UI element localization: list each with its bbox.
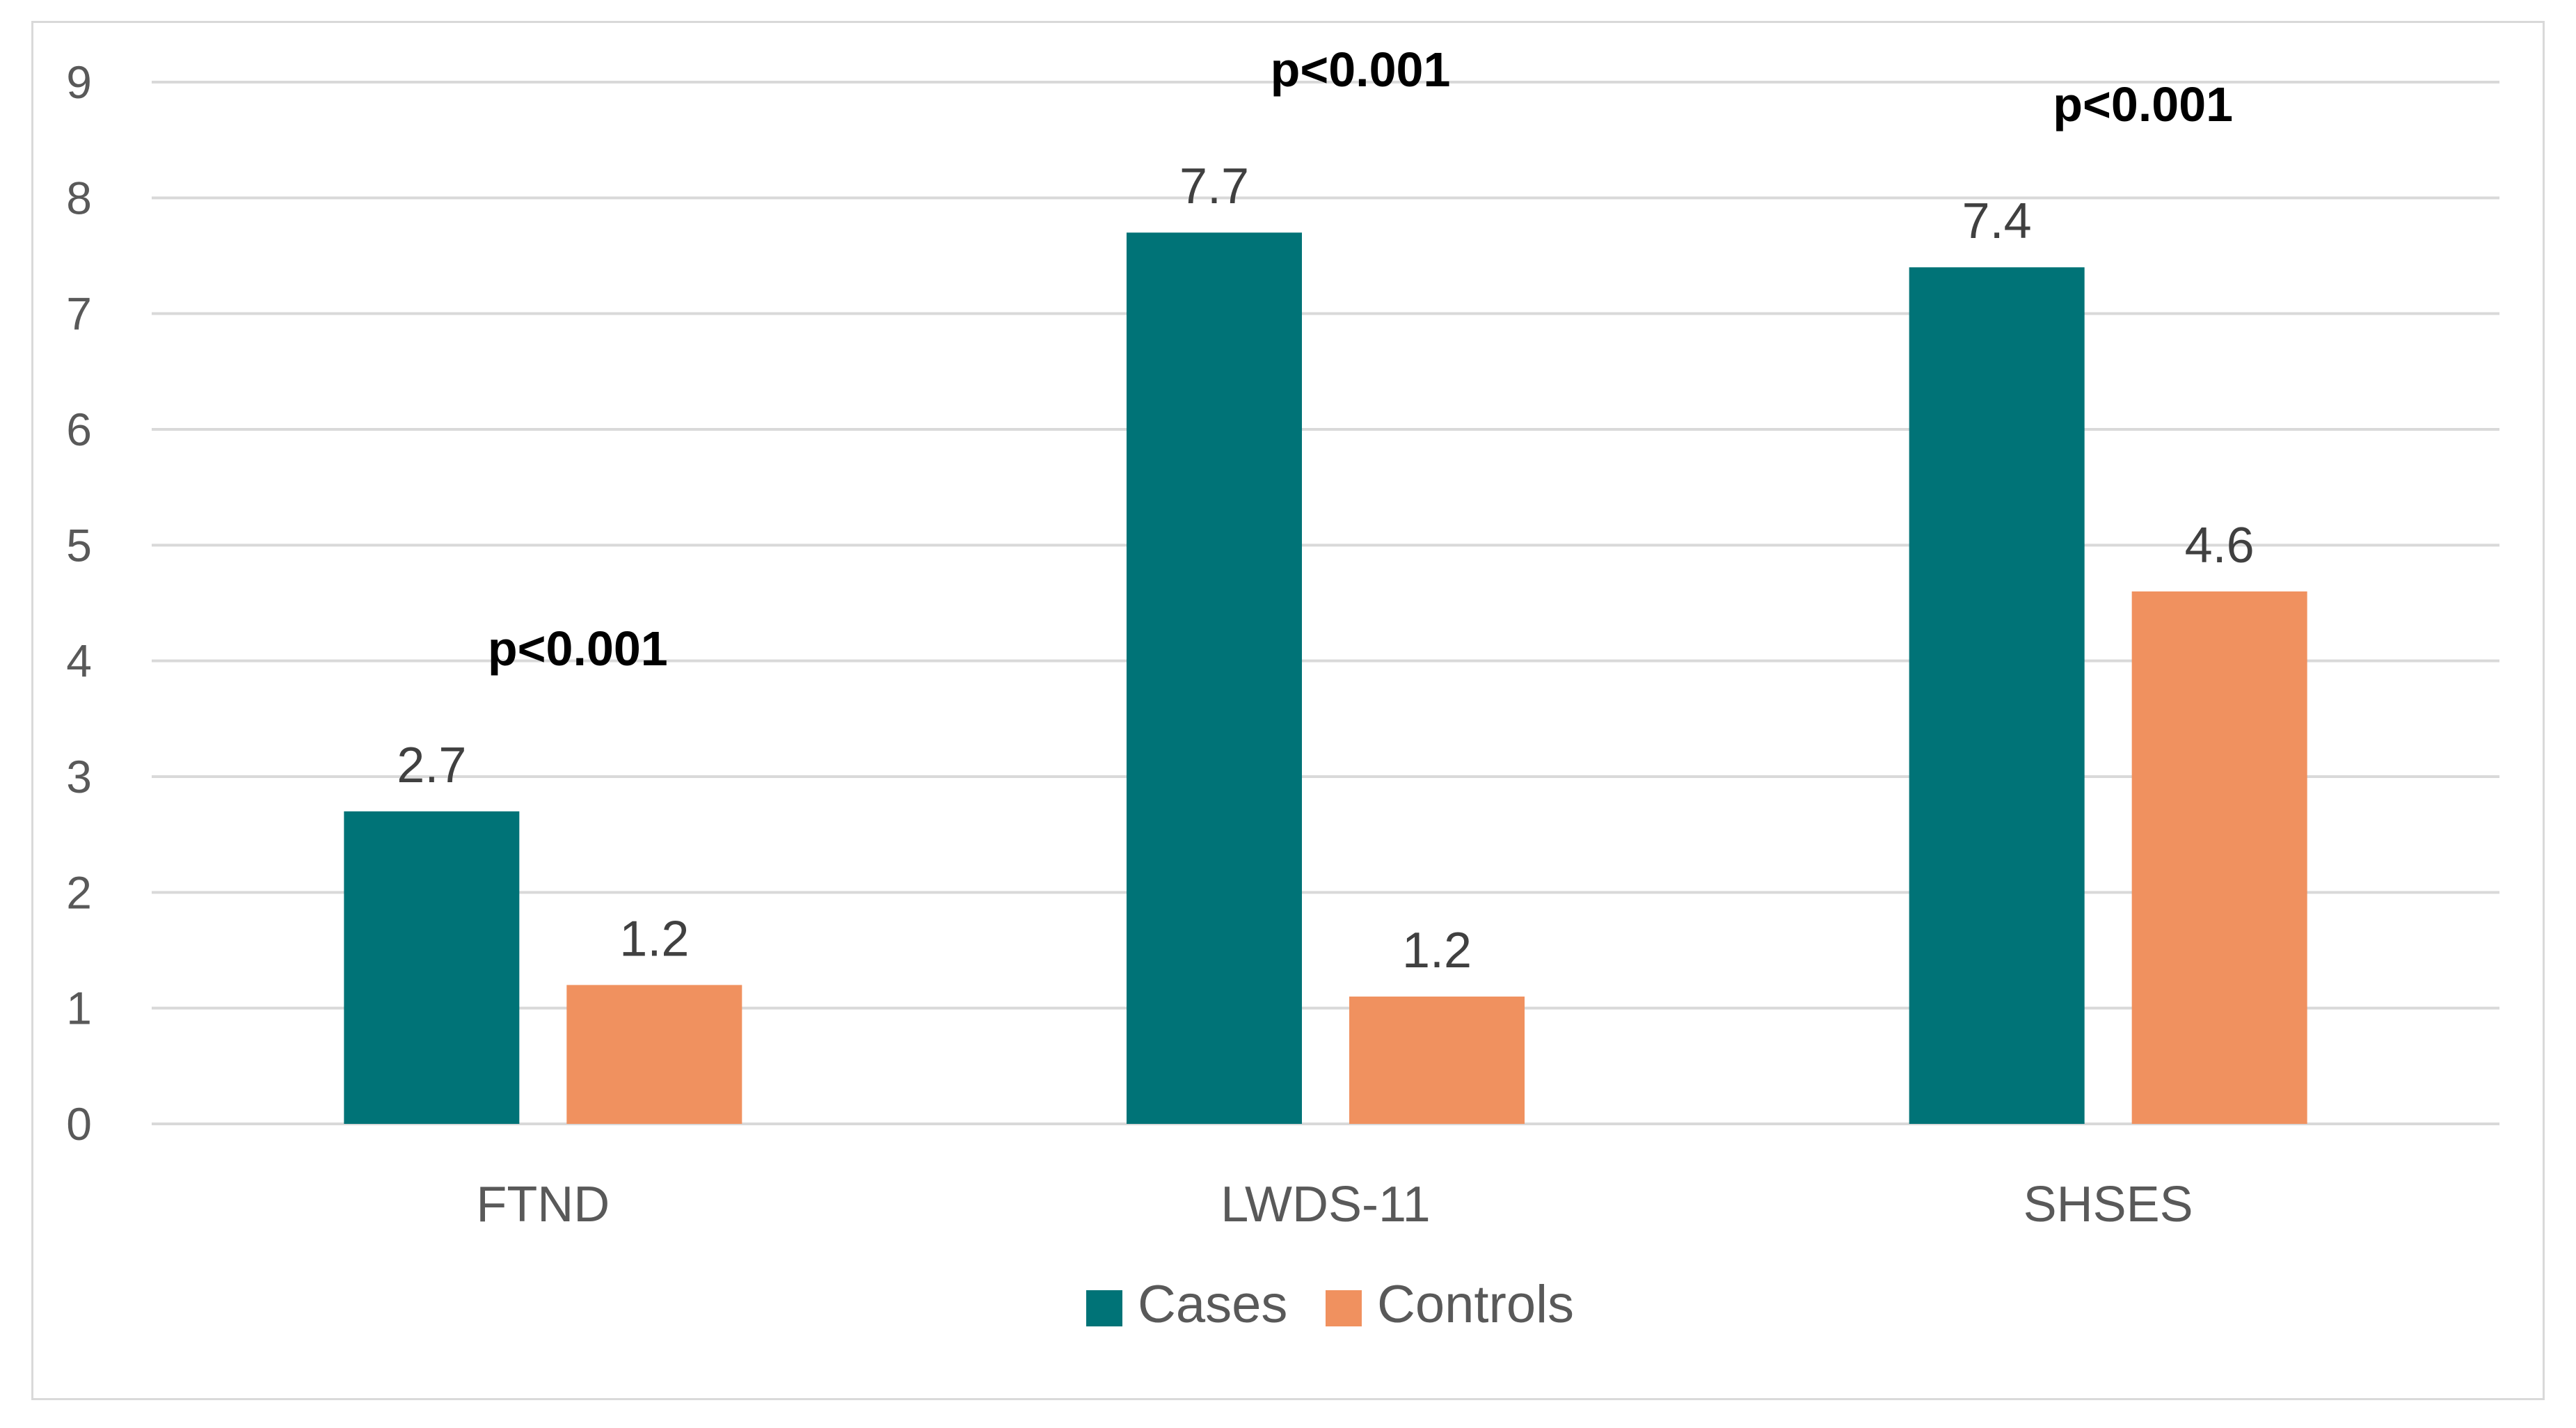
category-label: FTND — [476, 1177, 610, 1232]
data-label: 7.7 — [1179, 159, 1249, 214]
bar-cases-lwds-11 — [1127, 232, 1302, 1124]
y-tick-label: 7 — [66, 288, 92, 340]
category-label: LWDS-11 — [1221, 1177, 1430, 1232]
y-tick-label: 1 — [66, 983, 92, 1034]
data-label: 7.4 — [1962, 193, 2032, 249]
p-value-annotation: p<0.001 — [2053, 77, 2233, 132]
bar-controls-shses — [2131, 591, 2307, 1124]
data-label: 2.7 — [397, 738, 466, 793]
p-value-annotation: p<0.001 — [488, 621, 668, 676]
data-label: 1.2 — [619, 911, 689, 967]
legend-label-controls: Controls — [1377, 1275, 1574, 1334]
y-tick-label: 2 — [66, 866, 92, 918]
bar-controls-ftnd — [566, 985, 742, 1124]
data-label: 1.2 — [1402, 923, 1472, 978]
p-value-annotation: p<0.001 — [1271, 42, 1451, 97]
y-tick-label: 4 — [66, 635, 92, 687]
legend-label-cases: Cases — [1138, 1275, 1287, 1334]
bar-cases-shses — [1909, 267, 2085, 1125]
y-tick-label: 3 — [66, 751, 92, 802]
legend-swatch-cases — [1086, 1290, 1122, 1326]
data-label: 4.6 — [2185, 518, 2255, 573]
y-tick-label: 5 — [66, 519, 92, 571]
y-tick-label: 6 — [66, 404, 92, 455]
y-tick-label: 9 — [66, 56, 92, 108]
category-label: SHSES — [2024, 1177, 2193, 1232]
y-tick-label: 8 — [66, 172, 92, 223]
legend-swatch-controls — [1326, 1290, 1362, 1326]
bar-controls-lwds-11 — [1349, 997, 1525, 1124]
y-tick-label: 0 — [66, 1098, 92, 1150]
bar-cases-ftnd — [344, 811, 520, 1124]
